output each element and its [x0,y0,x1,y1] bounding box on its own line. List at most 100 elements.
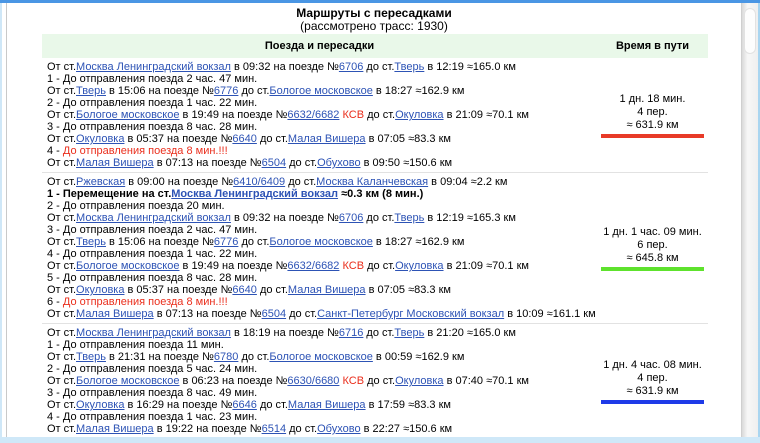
train-link[interactable]: 6632/6682 [287,109,340,121]
station-link[interactable]: Тверь [76,236,106,248]
train-link[interactable]: 6630/6680 [287,375,340,387]
leg-text: 5 - До отправления поезда 8 час. 28 мин. [47,272,258,284]
route-line: 1 - До отправления поезда 2 час. 47 мин. [47,73,597,85]
train-link[interactable]: 6410/6409 [233,176,286,188]
station-link[interactable]: Ржевская [76,176,126,188]
leg-text: в 00:59 ≈162.9 км [372,351,465,363]
leg-text: От ст. [47,176,77,188]
station-link[interactable]: Бологое московское [269,85,373,97]
station-link[interactable]: Бологое московское [76,260,180,272]
leg-text: От ст. [47,85,77,97]
warning-text: До отправления поезда 8 мин.!!! [62,145,228,157]
route-line: 2 - До отправления поезда 1 час. 22 мин. [47,97,597,109]
vertical-scrollbar[interactable] [741,3,758,437]
train-link[interactable]: 6646 [232,399,257,411]
route-line: 4 - До отправления поезда 1 час. 22 мин. [47,248,597,260]
leg-text: в 18:27 ≈162.9 км [372,85,465,97]
warning-text: До отправления поезда 8 мин.!!! [62,296,228,308]
route-summary: 1 дн. 4 час. 08 мин. 4 пер. ≈ 631.9 км [597,324,708,438]
train-link[interactable]: 6716 [338,327,364,339]
station-link[interactable]: Москва Ленинградский вокзал [76,327,231,339]
station-link[interactable]: Бологое московское [76,109,180,121]
leg-text: в 09:32 на поезде № [230,212,339,224]
routes-table: Поезда и пересадки Время в пути От ст.Мо… [42,34,708,437]
station-link[interactable]: Малая Вишера [287,284,366,296]
station-link[interactable]: Окуловка [395,260,444,272]
route-legs: От ст.Москва Ленинградский вокзал в 18:1… [42,324,597,438]
leg-text: От ст. [47,157,77,169]
train-link[interactable]: 6640 [232,284,257,296]
window-bottom-border [0,437,760,443]
train-link[interactable]: 6776 [213,85,239,97]
station-link[interactable]: Малая Вишера [76,157,154,169]
leg-text: в 19:22 на поезде № [153,423,262,435]
station-link[interactable]: Бологое московское [76,375,180,387]
leg-text: в 09:00 на поезде № [125,176,234,188]
train-link[interactable]: 6706 [338,61,364,73]
leg-text: в 06:23 на поезде № [179,375,288,387]
route-line: От ст.Малая Вишера в 07:13 на поезде №65… [47,308,597,320]
summary-transfers: 4 пер. [637,105,668,118]
station-link[interactable]: Санкт-Петербург Московский вокзал [317,308,505,320]
leg-text: От ст. [47,212,77,224]
train-link[interactable]: 6776 [213,236,239,248]
route-line: 3 - До отправления поезда 8 час. 49 мин. [47,387,597,399]
leg-text: ≈0.3 км (8 мин.) [338,188,424,200]
train-link[interactable]: 6706 [338,212,364,224]
station-link[interactable]: Малая Вишера [76,423,154,435]
station-link[interactable]: Окуловка [395,109,444,121]
summary-duration: 1 дн. 18 мин. [619,92,686,105]
station-link[interactable]: Москва Ленинградский вокзал [76,212,231,224]
summary-distance: ≈ 631.9 км [626,384,679,397]
station-link[interactable]: Бологое московское [269,351,373,363]
leg-text: 3 - До отправления поезда 8 час. 28 мин. [47,121,258,133]
route-line: 2 - До отправления поезда 20 мин. [47,200,597,212]
station-link[interactable]: Окуловка [76,399,125,411]
station-link[interactable]: Окуловка [395,375,444,387]
leg-text: до ст. [286,308,318,320]
leg-text: в 21:20 ≈165.0 км [424,327,516,339]
train-link[interactable]: 6640 [232,133,257,145]
routes-body: От ст.Москва Ленинградский вокзал в 09:3… [42,58,708,437]
station-link[interactable]: Тверь [394,327,425,339]
station-link[interactable]: Малая Вишера [287,133,366,145]
leg-text: в 07:13 на поезде № [153,157,262,169]
leg-text: От ст. [47,308,77,320]
station-link[interactable]: Москва Ленинградский вокзал [171,188,339,200]
leg-text: От ст. [47,109,77,121]
route-line: От ст.Окуловка в 05:37 на поезде №6640 д… [47,284,597,296]
train-link[interactable]: 6504 [261,308,287,320]
scrollbar-thumb[interactable] [744,8,756,54]
station-link[interactable]: Окуловка [76,133,125,145]
leg-text: 4 - До отправления поезда 1 час. 22 мин. [47,248,258,260]
station-link[interactable]: Малая Вишера [287,399,366,411]
leg-text: 3 - До отправления поезда 2 час. 47 мин. [47,224,258,236]
route-legs: От ст.Москва Ленинградский вокзал в 09:3… [42,58,597,173]
carriage-class-label: КСВ [342,375,365,387]
station-link[interactable]: Малая Вишера [76,308,154,320]
train-link[interactable]: 6504 [261,157,287,169]
leg-text: От ст. [47,351,77,363]
leg-text: в 21:31 на поезде № [105,351,214,363]
station-link[interactable]: Бологое московское [269,236,373,248]
station-link[interactable]: Окуловка [76,284,125,296]
summary-transfers: 6 пер. [637,238,668,251]
station-link[interactable]: Тверь [394,212,425,224]
station-link[interactable]: Москва Каланчевская [316,176,429,188]
train-link[interactable]: 6632/6682 [287,260,340,272]
station-link[interactable]: Обухово [317,157,361,169]
leg-text: в 21:09 ≈70.1 км [443,109,529,121]
station-link[interactable]: Обухово [317,423,361,435]
leg-text: в 21:09 ≈70.1 км [443,260,529,272]
leg-text: в 18:27 ≈162.9 км [372,236,465,248]
station-link[interactable]: Тверь [76,85,106,97]
station-link[interactable]: Тверь [394,61,425,73]
train-link[interactable]: 6514 [261,423,287,435]
route-line: 1 - До отправления поезда 11 мин. [47,339,597,351]
route-summary: 1 дн. 18 мин. 4 пер. ≈ 631.9 км [597,58,708,173]
station-link[interactable]: Москва Ленинградский вокзал [76,61,231,73]
route-line: От ст.Окуловка в 05:37 на поезде №6640 д… [47,133,597,145]
train-link[interactable]: 6780 [213,351,239,363]
station-link[interactable]: Тверь [76,351,106,363]
leg-text: до ст. [363,212,395,224]
